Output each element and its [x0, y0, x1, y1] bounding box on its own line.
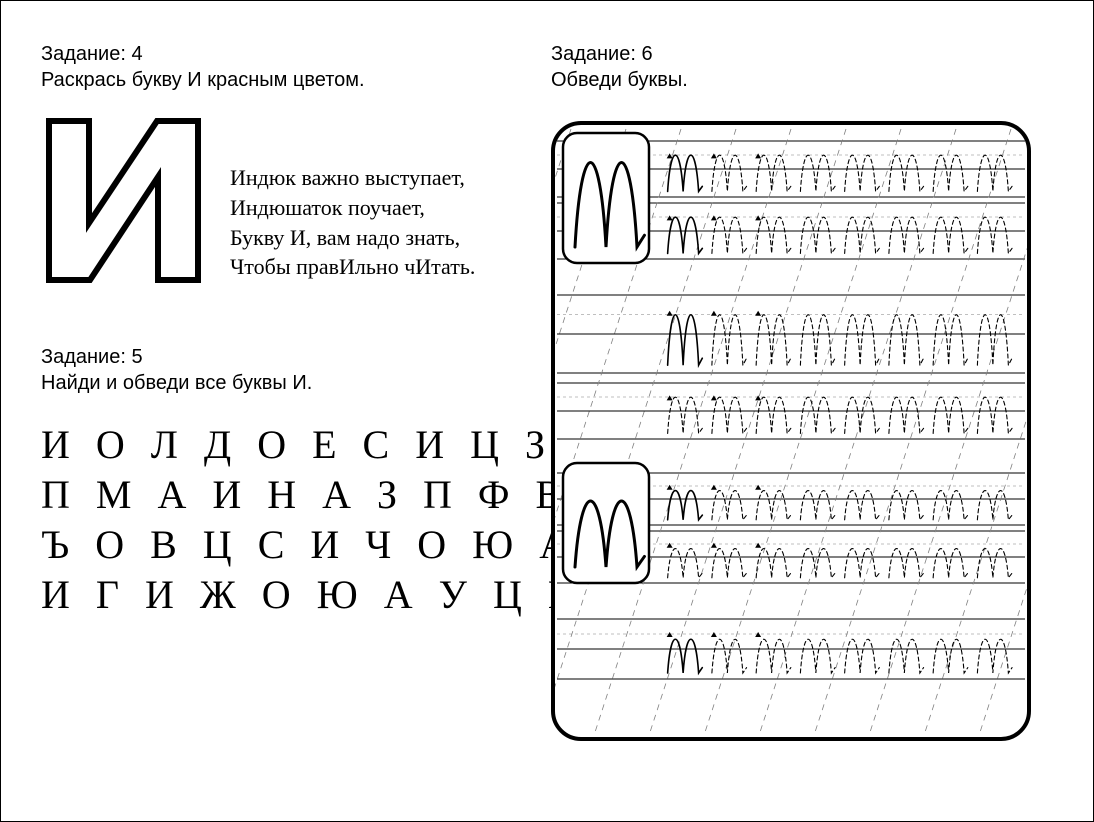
task5-header: Задание: 5 Найди и обведи все буквы И. [41, 344, 521, 396]
task5-title: Задание: 5 [41, 344, 521, 370]
poem-line: Чтобы правИльно чИтать. [230, 252, 475, 282]
worksheet-page: Задание: 4 Раскрась букву И красным цвет… [0, 0, 1094, 822]
poem-line: Букву И, вам надо знать, [230, 223, 475, 253]
outline-letter-i-icon [41, 113, 206, 288]
task4-title: Задание: 4 [41, 41, 521, 67]
tracing-sheet [551, 121, 1031, 741]
poem-line: Индюк важно выступает, [230, 163, 475, 193]
task6-instruction: Обведи буквы. [551, 67, 1063, 93]
letter-grid: И О Л Д О Е С И Ц З Ы П М А И Н А З П Ф … [41, 420, 521, 620]
left-column: Задание: 4 Раскрась букву И красным цвет… [1, 1, 541, 821]
letter-grid-row: П М А И Н А З П Ф В У [41, 470, 521, 520]
task6-header: Задание: 6 Обведи буквы. [551, 41, 1063, 93]
columns: Задание: 4 Раскрась букву И красным цвет… [1, 1, 1093, 821]
poem-block: Индюк важно выступает, Индюшаток поучает… [230, 163, 475, 288]
poem-line: Индюшаток поучает, [230, 193, 475, 223]
task5-block: Задание: 5 Найди и обведи все буквы И. И… [41, 344, 521, 620]
right-column: Задание: 6 Обведи буквы. [541, 1, 1093, 821]
letter-grid-row: Ъ О В Ц С И Ч О Ю А И [41, 520, 521, 570]
task5-instruction: Найди и обведи все буквы И. [41, 370, 521, 396]
task4-content: Индюк важно выступает, Индюшаток поучает… [41, 113, 521, 288]
task4-header: Задание: 4 Раскрась букву И красным цвет… [41, 41, 521, 93]
task6-title: Задание: 6 [551, 41, 1063, 67]
letter-grid-row: И О Л Д О Е С И Ц З Ы [41, 420, 521, 470]
letter-grid-row: И Г И Ж О Ю А У Ц Й Я [41, 570, 521, 620]
task4-instruction: Раскрась букву И красным цветом. [41, 67, 521, 93]
